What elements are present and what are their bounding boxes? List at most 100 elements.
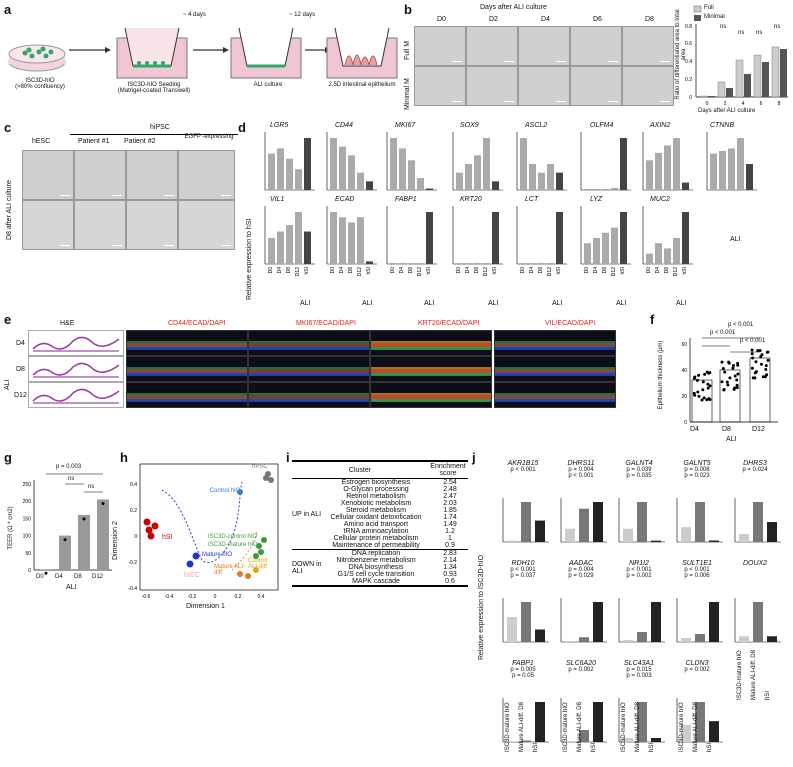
panel-label-j: j: [472, 450, 476, 465]
d-xtick: D4: [593, 267, 599, 274]
svg-text:6: 6: [760, 101, 763, 107]
j-xtick: hSI: [533, 742, 539, 752]
b-row-full: Full M: [404, 40, 411, 60]
d-bar: [492, 212, 499, 264]
i-cluster-name: Retinol metabolism: [346, 493, 406, 500]
f-point: [753, 371, 757, 375]
i-cluster-name: tRNA aminoacylation: [343, 528, 409, 535]
d-xtick: D12: [357, 267, 363, 276]
d-gene-MUC2: MUC2: [650, 196, 670, 203]
i-table-header: Cluster Enrichment score: [292, 460, 468, 479]
j-bar: [709, 721, 719, 742]
i-score: 1.49: [443, 521, 457, 528]
i-down-section: DOWN in ALI DNA replication 2.83 Nitrobenz…: [292, 550, 468, 587]
h-label-hpsc: hPSC: [252, 464, 268, 470]
e-fluor-image: [248, 382, 370, 408]
j-bar: [739, 636, 749, 642]
d-xtick: D0: [268, 267, 274, 274]
d-xtick: D12: [611, 267, 617, 276]
b-micrograph-full-d0: [414, 26, 466, 66]
d-gene-FABP1: FABP1: [395, 196, 417, 203]
f-chart: 0 20 40 60 Epithelium thickness (μm) p < 0.…: [658, 318, 790, 448]
f-point: [705, 398, 709, 402]
d-xtick: D4: [529, 267, 535, 274]
f-point: [693, 375, 697, 379]
d-bar: [408, 262, 415, 264]
j-bar: [753, 502, 763, 542]
j-bar: [739, 534, 749, 542]
svg-text:0: 0: [134, 534, 137, 540]
d-xtick: D12: [547, 267, 553, 276]
c-col-3: EGFP -expressing: [184, 134, 234, 140]
d-gene-OLFM4: OLFM4: [590, 122, 614, 129]
j-pvalue: p = 0.005: [510, 667, 536, 673]
legend-full: Full: [704, 5, 714, 11]
g-ytick: 50: [25, 551, 31, 557]
d-bar: [620, 212, 627, 264]
j-bar: [709, 540, 719, 542]
f-point: [756, 349, 760, 353]
d-bar: [339, 146, 346, 190]
d-bar: [465, 164, 472, 190]
j-bar: [681, 724, 691, 742]
step-label-4: 2.5D intestinal epithelium: [328, 82, 396, 88]
d-xtick: D12: [483, 267, 489, 276]
d-bar: [529, 164, 536, 190]
j-pvalue-2: p = 0.006: [684, 573, 710, 579]
g-cat-0: D0: [36, 574, 44, 580]
b-day-3: D6: [593, 16, 602, 23]
c-micro-1b: [22, 200, 74, 250]
g-bar: [78, 514, 90, 570]
f-point: [733, 374, 737, 378]
d-bar: [277, 148, 284, 190]
e-he-image: [28, 330, 124, 356]
svg-text:0.4: 0.4: [130, 482, 137, 488]
f-bar: [691, 379, 713, 423]
f-point: [700, 398, 704, 402]
j-gene-name: CLDN3: [685, 660, 709, 667]
f-cat-0: D4: [690, 426, 699, 433]
j-pvalue: p = 0.004: [568, 567, 594, 573]
i-up-section: UP in ALI Estrogen biosynthesis 2.54 O-Gly…: [292, 479, 468, 550]
j-gene-panel: SULT1E1 p < 0.001 p = 0.006: [669, 560, 725, 652]
e-row-d12: D12: [14, 392, 27, 399]
d-bar: [673, 238, 680, 264]
h-ylabel: Dimension 2: [112, 521, 119, 560]
j-bar: [651, 540, 661, 542]
j-gene-panel: FABP1 p = 0.005 p = 0.05: [495, 660, 551, 752]
f-point: [750, 366, 754, 370]
c-group-line: [70, 134, 238, 135]
d-bar: [390, 262, 397, 264]
d-bar: [465, 262, 472, 264]
f-point: [759, 355, 763, 359]
f-point: [697, 373, 701, 377]
d-bar: [611, 187, 618, 190]
j-bar: [565, 741, 575, 742]
panel-label-f: f: [650, 312, 655, 327]
i-score: 1.74: [443, 514, 457, 521]
d-xtick: hSI: [304, 267, 310, 275]
j-gene-panel: NR1I2 p < 0.001 p = 0.002: [611, 560, 667, 652]
d-bar: [593, 238, 600, 264]
i-score: 2.48: [443, 486, 457, 493]
d-bar: [474, 262, 481, 264]
g-cat-2: D8: [74, 574, 82, 580]
d-bar: [520, 262, 527, 264]
e-he-image: [28, 382, 124, 408]
j-pvalue-2: p = 0.029: [568, 573, 594, 579]
j-gene-name: SLC6A20: [566, 660, 596, 667]
d-xtick: D4: [465, 267, 471, 274]
svg-text:0: 0: [214, 594, 217, 600]
g-ytick: 250: [23, 482, 32, 488]
arrow-label-4days: ~ 4 days: [183, 12, 206, 18]
c-col-1: Patient #1: [78, 138, 110, 145]
c-group-hipsc: hiPSC: [150, 124, 170, 131]
j-bar: [767, 636, 777, 642]
i-cluster-name: Cellular oxidant detoxification: [330, 514, 422, 521]
j-xtick: Mature ALI-diff. D8: [635, 702, 641, 752]
i-header-score: Enrichment score: [430, 463, 466, 477]
i-table-row: Cellular protein metabolism 1: [322, 535, 468, 542]
e-col-cd44: CD44/ECAD/DAPI: [168, 320, 226, 327]
d-bar: [366, 261, 373, 264]
h-label-mature-hio: Mature hIO: [202, 552, 233, 558]
